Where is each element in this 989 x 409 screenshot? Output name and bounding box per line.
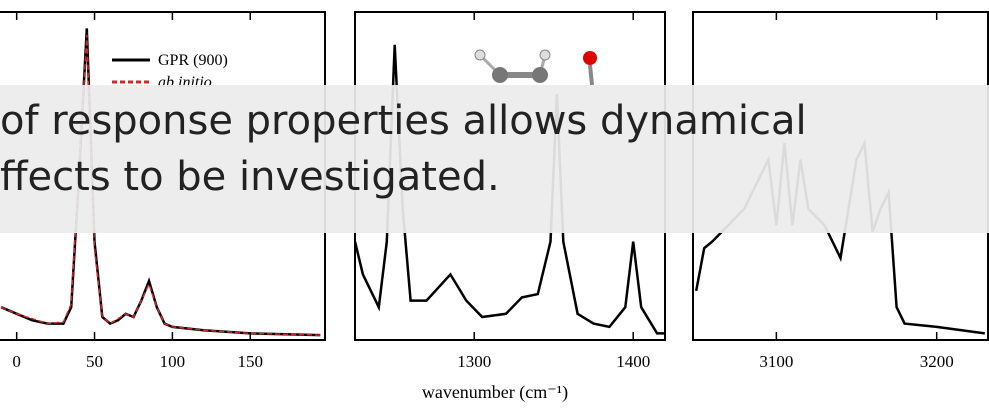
x-tick-label: 150 (238, 352, 264, 371)
caption-line: ffects to be investigated. (0, 154, 500, 200)
slide: 050100150GPR (900)ab initio1300140031003… (0, 0, 989, 409)
x-tick-label: 3100 (759, 352, 793, 371)
x-tick-label: 1300 (457, 352, 491, 371)
x-tick-label: 0 (12, 352, 21, 371)
caption-line: of response properties allows dynamical (0, 98, 807, 144)
x-tick-label: 100 (160, 352, 186, 371)
molecule (475, 50, 597, 85)
legend-label: GPR (900) (158, 52, 228, 69)
x-tick-label: 3200 (920, 352, 954, 371)
x-axis-label: wavenumber (cm⁻¹) (422, 382, 568, 403)
x-tick-label: 50 (86, 352, 103, 371)
x-tick-label: 1400 (616, 352, 650, 371)
